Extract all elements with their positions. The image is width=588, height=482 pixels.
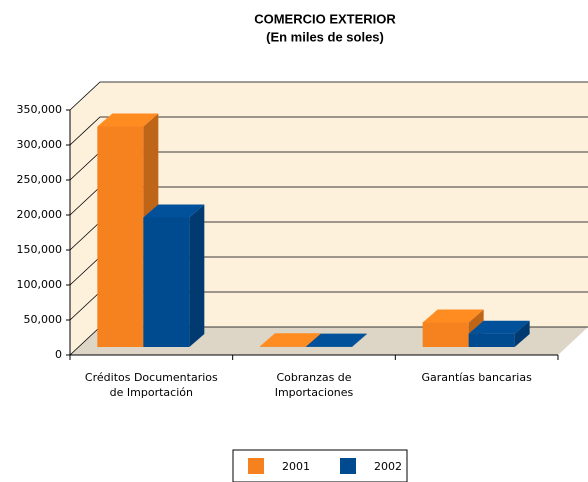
x-tick-label: Cobranzas de Importaciones	[274, 371, 354, 399]
bar-side	[189, 204, 205, 347]
bar	[97, 126, 144, 347]
bar-side	[352, 333, 367, 347]
y-tick-label: 350,000	[17, 103, 63, 116]
bar-top	[97, 113, 159, 127]
y-tick-label: 100,000	[17, 278, 63, 291]
legend-swatch	[340, 458, 356, 474]
bar	[143, 217, 190, 347]
chart-title: COMERCIO EXTERIOR	[254, 11, 396, 26]
y-tick-label: 50,000	[24, 313, 63, 326]
legend-label: 2001	[282, 460, 310, 473]
bar	[468, 333, 515, 347]
grid-line	[69, 116, 588, 146]
x-tick-label: Garantías bancarias	[421, 371, 532, 384]
y-tick-label: 150,000	[17, 243, 63, 256]
y-tick-label: 0	[55, 348, 62, 361]
bar-top	[422, 309, 484, 323]
bar-top	[260, 333, 321, 347]
y-tick-label: 200,000	[17, 208, 63, 221]
chart-subtitle: (En miles de soles)	[266, 29, 384, 44]
bar-side	[514, 320, 530, 347]
bar-top	[468, 320, 530, 334]
legend-label: 2002	[374, 460, 402, 473]
legend-swatch	[248, 458, 264, 474]
bar	[260, 346, 306, 347]
x-tick-label: Créditos Documentarios de Importación	[84, 371, 218, 399]
bar	[422, 322, 469, 347]
grid-line	[69, 81, 588, 111]
back-wall	[100, 82, 588, 327]
side-wall	[70, 82, 100, 355]
bar-top	[306, 333, 367, 347]
y-tick-label: 250,000	[17, 173, 63, 186]
y-tick-label: 300,000	[17, 138, 63, 151]
bar-top	[143, 204, 205, 218]
